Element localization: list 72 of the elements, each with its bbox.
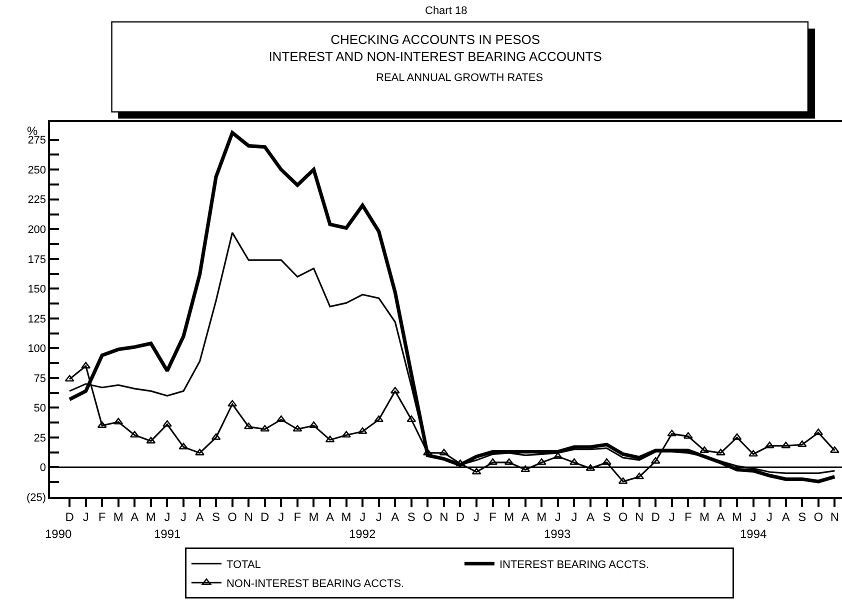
x-tick-label: J	[278, 510, 284, 524]
x-tick-label: F	[98, 510, 106, 524]
x-tick-label: A	[130, 510, 139, 524]
x-tick-label: M	[536, 510, 547, 524]
chart-title: CHECKING ACCOUNTS IN PESOS INTEREST AND NON-INTEREST BEARING ACCOUNTS	[268, 32, 602, 64]
x-tick-label: S	[212, 510, 220, 524]
x-tick-label: N	[244, 510, 253, 524]
legend-label: NON-INTEREST BEARING ACCTS.	[226, 578, 404, 590]
y-tick-label: 0	[40, 462, 46, 474]
x-tick-label: J	[571, 510, 578, 524]
x-tick-label: F	[684, 510, 692, 524]
x-tick-label: M	[504, 510, 514, 524]
text: 1992	[349, 527, 376, 541]
x-tick-label: J	[360, 510, 366, 524]
x-tick-label: A	[521, 510, 530, 524]
x-tick-label: D	[651, 510, 660, 524]
x-tick-label: J	[766, 510, 773, 524]
y-tick-label: 175	[28, 254, 46, 266]
x-tick-label: J	[376, 510, 382, 524]
legend-label: TOTAL	[226, 558, 261, 571]
x-tick-label: S	[602, 510, 611, 524]
y-tick-label: 150	[28, 284, 46, 296]
x-tick-label: J	[180, 510, 186, 524]
x-tick-label: O	[618, 510, 628, 524]
x-tick-label: M	[113, 510, 124, 524]
x-tick-label: F	[489, 510, 496, 524]
text: 1994	[740, 527, 768, 541]
y-tick-label: 125	[28, 313, 46, 326]
x-tick-label: M	[699, 510, 710, 524]
text: 1993	[544, 527, 572, 541]
x-tick-label: S	[798, 510, 806, 524]
x-tick-label: O	[423, 510, 432, 524]
x-tick-label: J	[82, 510, 89, 524]
x-tick-label: M	[732, 510, 742, 524]
y-tick-label: (25)	[26, 492, 46, 504]
x-tick-label: M	[146, 510, 156, 524]
text: 1990	[45, 527, 72, 541]
x-tick-label: M	[341, 510, 352, 524]
y-tick-label: 200	[28, 224, 46, 236]
x-tick-label: D	[456, 510, 465, 524]
caption: Chart 18	[425, 5, 468, 17]
y-tick-label: 225	[28, 194, 46, 206]
x-tick-label: J	[668, 510, 675, 524]
x-tick-label: J	[164, 510, 170, 524]
y-tick-label: 75	[34, 372, 46, 385]
y-tick-label: 250	[28, 164, 46, 176]
x-tick-label: A	[782, 510, 790, 524]
x-tick-label: A	[586, 510, 594, 524]
y-tick-label: 275	[28, 134, 46, 147]
x-tick-label: O	[814, 510, 824, 524]
x-tick-label: J	[750, 510, 756, 524]
y-tick-label: 100	[28, 343, 46, 356]
x-tick-label: N	[830, 510, 840, 524]
legend-label: INTEREST BEARING ACCTS.	[499, 558, 650, 571]
x-tick-label: F	[294, 510, 302, 524]
chart-subtitle: REAL ANNUAL GROWTH RATES	[376, 72, 544, 84]
x-tick-label: N	[634, 510, 644, 524]
x-tick-label: N	[440, 510, 448, 524]
y-tick-label: 50	[34, 402, 46, 415]
y-tick-label: 25	[34, 432, 46, 444]
x-tick-label: S	[407, 510, 416, 524]
x-tick-label: A	[391, 510, 400, 524]
x-tick-label: O	[228, 510, 237, 524]
x-tick-label: A	[716, 510, 725, 524]
x-tick-label: J	[474, 510, 480, 524]
x-tick-label: A	[196, 510, 204, 524]
x-tick-label: A	[326, 510, 334, 524]
x-tick-label: M	[308, 510, 319, 524]
x-tick-label: D	[65, 510, 74, 524]
x-tick-label: D	[260, 510, 270, 524]
text: 1991	[154, 527, 182, 541]
x-tick-label: J	[554, 510, 561, 524]
